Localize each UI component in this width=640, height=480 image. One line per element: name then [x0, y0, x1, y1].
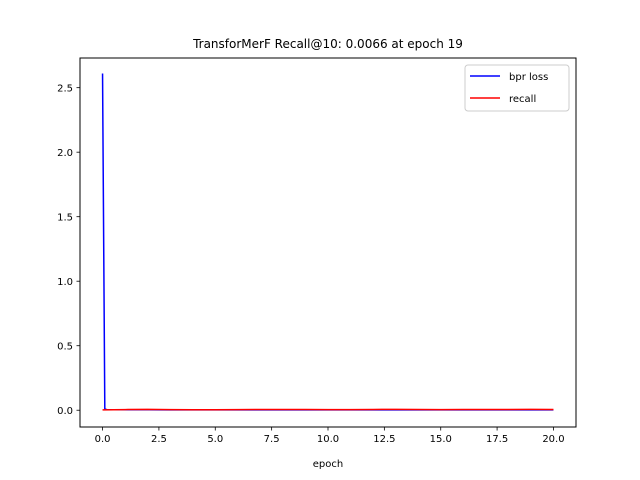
y-tick-label: 0.0 [57, 406, 73, 417]
x-tick-label: 15.0 [430, 434, 452, 445]
series-line-1 [102, 408, 554, 411]
x-axis: 0.0 2.5 5.0 7.5 10.0 12.5 15.0 17.5 20.0 [95, 427, 565, 445]
y-tick-label: 2.0 [57, 148, 73, 159]
x-tick-label: 20.0 [542, 434, 564, 445]
x-axis-label: epoch [313, 459, 343, 470]
plot-area [101, 73, 554, 411]
y-tick-label: 1.5 [57, 213, 73, 224]
x-tick-label: 5.0 [207, 434, 223, 445]
y-tick-label: 2.5 [57, 84, 73, 95]
x-tick-label: 10.0 [317, 434, 339, 445]
legend: bpr loss recall [464, 64, 570, 112]
x-tick-label: 7.5 [264, 434, 280, 445]
legend-label-0: bpr loss [509, 72, 548, 83]
y-tick-label: 0.5 [57, 342, 73, 353]
x-tick-label: 2.5 [151, 434, 167, 445]
y-axis: 0.0 0.5 1.0 1.5 2.0 2.5 [57, 84, 80, 417]
x-tick-label: 0.0 [95, 434, 111, 445]
chart-title: TransforMerF Recall@10: 0.0066 at epoch … [192, 37, 463, 51]
y-tick-label: 1.0 [57, 277, 73, 288]
x-tick-label: 12.5 [373, 434, 395, 445]
x-tick-label: 17.5 [486, 434, 508, 445]
legend-label-1: recall [509, 94, 536, 105]
